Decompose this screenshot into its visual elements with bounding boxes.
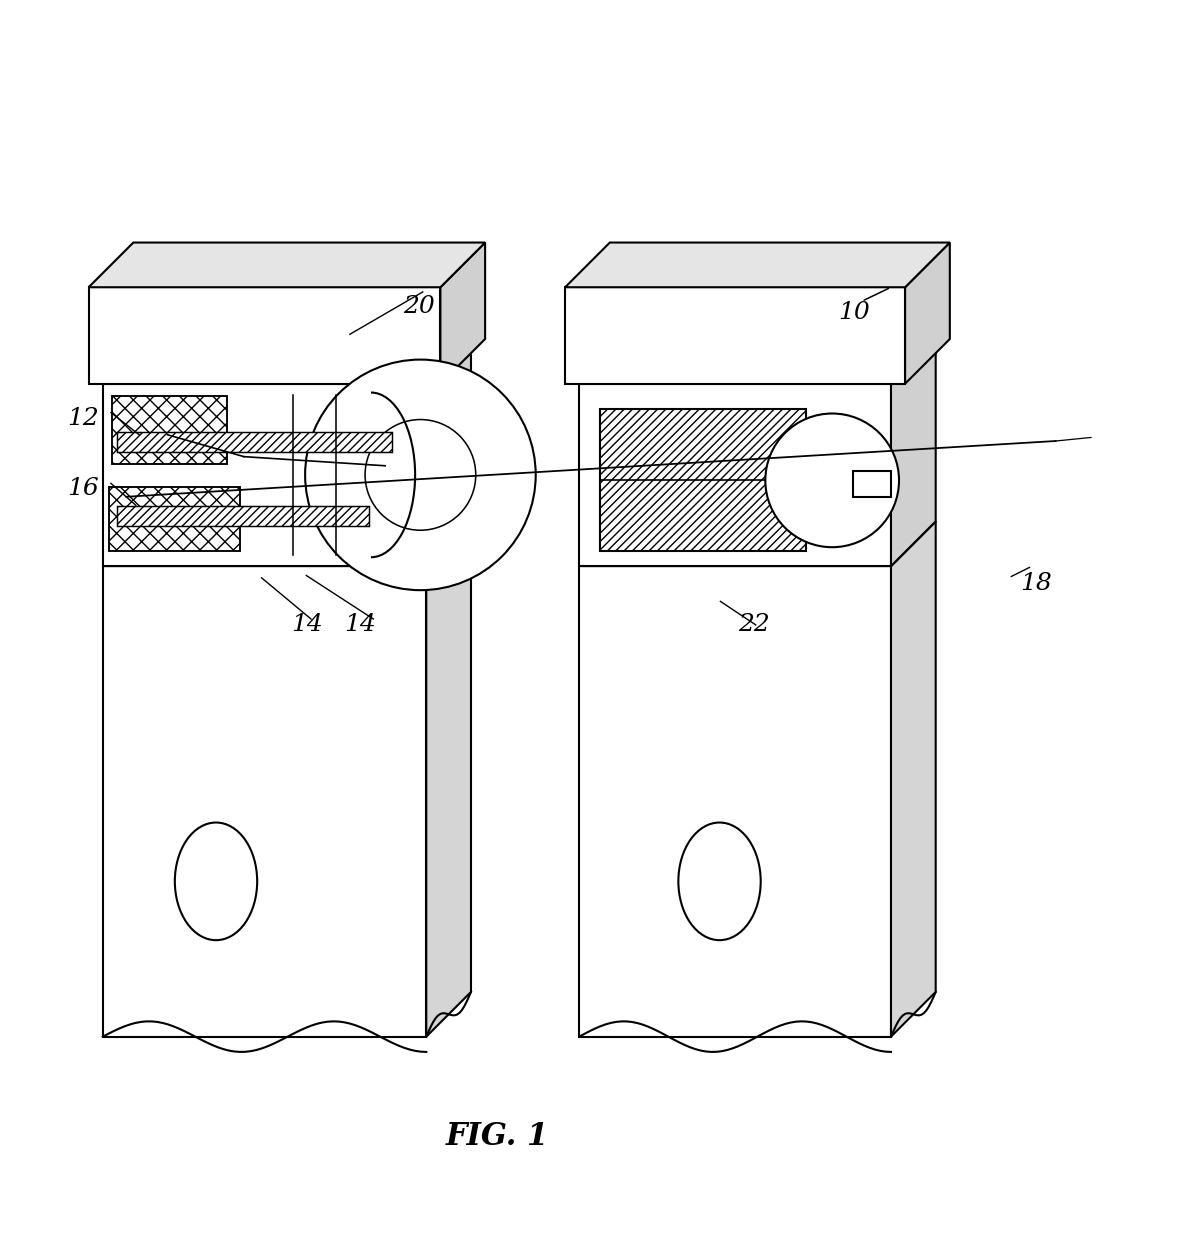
Text: 18: 18 bbox=[1020, 572, 1052, 594]
Text: 14: 14 bbox=[344, 613, 376, 636]
Text: 16: 16 bbox=[67, 478, 99, 500]
Text: 22: 22 bbox=[738, 613, 769, 636]
Polygon shape bbox=[117, 506, 369, 526]
Polygon shape bbox=[103, 384, 427, 566]
Polygon shape bbox=[891, 339, 936, 566]
Polygon shape bbox=[905, 243, 950, 384]
Circle shape bbox=[365, 420, 476, 530]
Polygon shape bbox=[89, 243, 485, 287]
Text: 12: 12 bbox=[67, 407, 99, 430]
Polygon shape bbox=[853, 472, 891, 496]
Polygon shape bbox=[103, 521, 470, 566]
Polygon shape bbox=[103, 339, 470, 384]
Polygon shape bbox=[600, 410, 806, 551]
Polygon shape bbox=[117, 432, 392, 452]
Polygon shape bbox=[565, 243, 950, 287]
Polygon shape bbox=[565, 287, 905, 384]
Polygon shape bbox=[109, 487, 240, 551]
Polygon shape bbox=[579, 521, 936, 566]
Text: FIG. 1: FIG. 1 bbox=[446, 1122, 548, 1153]
Text: 20: 20 bbox=[403, 295, 435, 318]
Ellipse shape bbox=[678, 822, 761, 940]
Circle shape bbox=[305, 359, 535, 591]
Polygon shape bbox=[579, 384, 891, 566]
Circle shape bbox=[765, 413, 900, 547]
Ellipse shape bbox=[175, 822, 258, 940]
Polygon shape bbox=[441, 243, 485, 384]
Polygon shape bbox=[427, 339, 470, 566]
Polygon shape bbox=[579, 339, 936, 384]
Polygon shape bbox=[103, 566, 427, 1036]
Polygon shape bbox=[579, 566, 891, 1036]
Polygon shape bbox=[891, 521, 936, 1036]
Polygon shape bbox=[89, 287, 441, 384]
Polygon shape bbox=[427, 521, 470, 1036]
Polygon shape bbox=[112, 396, 227, 464]
Text: 10: 10 bbox=[838, 301, 870, 324]
Text: 14: 14 bbox=[291, 613, 323, 636]
